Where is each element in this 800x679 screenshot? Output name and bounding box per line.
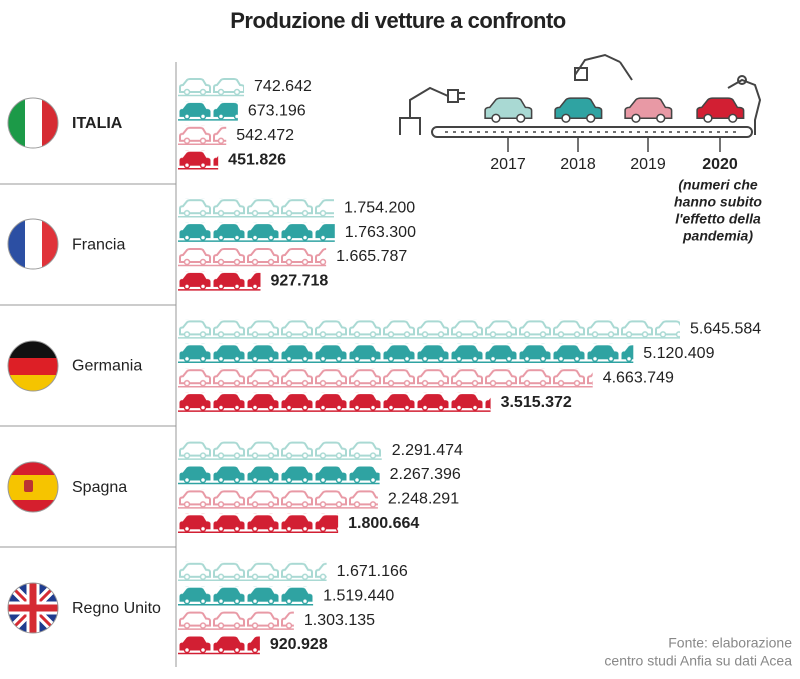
bar <box>178 465 380 483</box>
bar-group <box>178 271 261 291</box>
bar <box>178 489 378 508</box>
value-label: 1.665.787 <box>336 248 407 265</box>
bar-group <box>178 222 335 242</box>
bar-group <box>178 198 334 218</box>
bar-group <box>178 561 327 582</box>
bar <box>178 343 634 362</box>
legend-note: hanno subito <box>674 194 762 210</box>
bar <box>178 101 238 120</box>
bar <box>178 561 327 580</box>
bar <box>178 368 593 387</box>
source: centro studi Anfia su dati Acea <box>604 653 792 669</box>
legend-swatch <box>624 97 673 123</box>
legend-note: l'effetto della <box>675 211 761 227</box>
value-label: 673.196 <box>248 103 306 120</box>
bar <box>178 198 334 217</box>
bar-group <box>178 343 634 364</box>
bar-group <box>178 635 260 655</box>
flag-germany <box>8 341 58 391</box>
value-label: 3.515.372 <box>501 394 572 411</box>
value-label: 2.267.396 <box>390 466 461 483</box>
bar-group <box>178 319 680 339</box>
flag-uk <box>8 583 58 633</box>
bar <box>178 610 294 629</box>
chart-title: Produzione di vetture a confronto <box>230 8 566 33</box>
category-label: Regno Unito <box>72 600 161 617</box>
flag-spain <box>8 462 58 512</box>
bar <box>178 150 219 169</box>
value-label: 542.472 <box>236 127 294 144</box>
legend-label: 2019 <box>630 156 666 173</box>
source: Fonte: elaborazione <box>668 635 792 651</box>
bar-group <box>178 368 593 388</box>
value-label: 5.645.584 <box>690 321 761 338</box>
legend-label: 2017 <box>490 156 526 173</box>
flag-france <box>8 219 58 269</box>
legend-swatch <box>696 97 745 123</box>
value-label: 2.248.291 <box>388 491 459 508</box>
value-label: 927.718 <box>270 273 328 290</box>
legend-note: pandemia) <box>682 228 753 244</box>
bar <box>178 271 261 290</box>
value-label: 1.800.664 <box>348 515 419 532</box>
bar-group <box>178 465 380 485</box>
value-label: 4.663.749 <box>603 369 674 386</box>
illustration <box>399 53 762 138</box>
bar-group <box>178 440 382 460</box>
bar-group <box>178 392 491 412</box>
bar-group <box>178 513 339 534</box>
bar <box>178 125 227 144</box>
value-label: 2.291.474 <box>392 442 463 459</box>
value-label: 1.519.440 <box>323 587 394 604</box>
bar-group <box>178 247 327 267</box>
value-label: 1.754.200 <box>344 199 415 216</box>
category-label: Spagna <box>72 479 127 496</box>
row-separators <box>0 62 177 667</box>
bar-group <box>178 77 245 97</box>
bar <box>178 392 491 411</box>
value-label: 5.120.409 <box>643 345 714 362</box>
bar <box>178 635 260 653</box>
bar-group <box>178 586 314 606</box>
value-label: 451.826 <box>228 151 286 168</box>
value-label: 1.303.135 <box>304 612 375 629</box>
value-label: 1.671.166 <box>337 563 408 580</box>
category-label: ITALIA <box>72 115 123 132</box>
legend-label: 2018 <box>560 156 596 173</box>
flag-rims <box>7 97 59 634</box>
legend-swatch <box>554 97 603 123</box>
bar <box>178 77 245 95</box>
bar-group <box>178 150 219 170</box>
bar-group <box>178 101 238 121</box>
bar-group <box>178 489 378 509</box>
bar <box>178 440 382 459</box>
bar <box>178 247 327 265</box>
legend-note: (numeri che <box>678 177 758 193</box>
bar-group <box>178 610 294 630</box>
category-label: Francia <box>72 236 125 253</box>
bar <box>178 513 339 532</box>
bars: ITALIA 742.642 673.196 542.472 451.826 Franci… <box>72 77 761 655</box>
legend-swatch <box>484 97 533 123</box>
value-label: 1.763.300 <box>345 224 416 241</box>
value-label: 742.642 <box>254 78 312 95</box>
legend-label: 2020 <box>702 156 738 173</box>
bar <box>178 222 335 241</box>
bar-group <box>178 125 227 146</box>
category-label: Germania <box>72 358 142 375</box>
bar <box>178 319 680 338</box>
flag-italy <box>8 98 58 148</box>
value-label: 920.928 <box>270 636 328 653</box>
bar <box>178 586 314 605</box>
